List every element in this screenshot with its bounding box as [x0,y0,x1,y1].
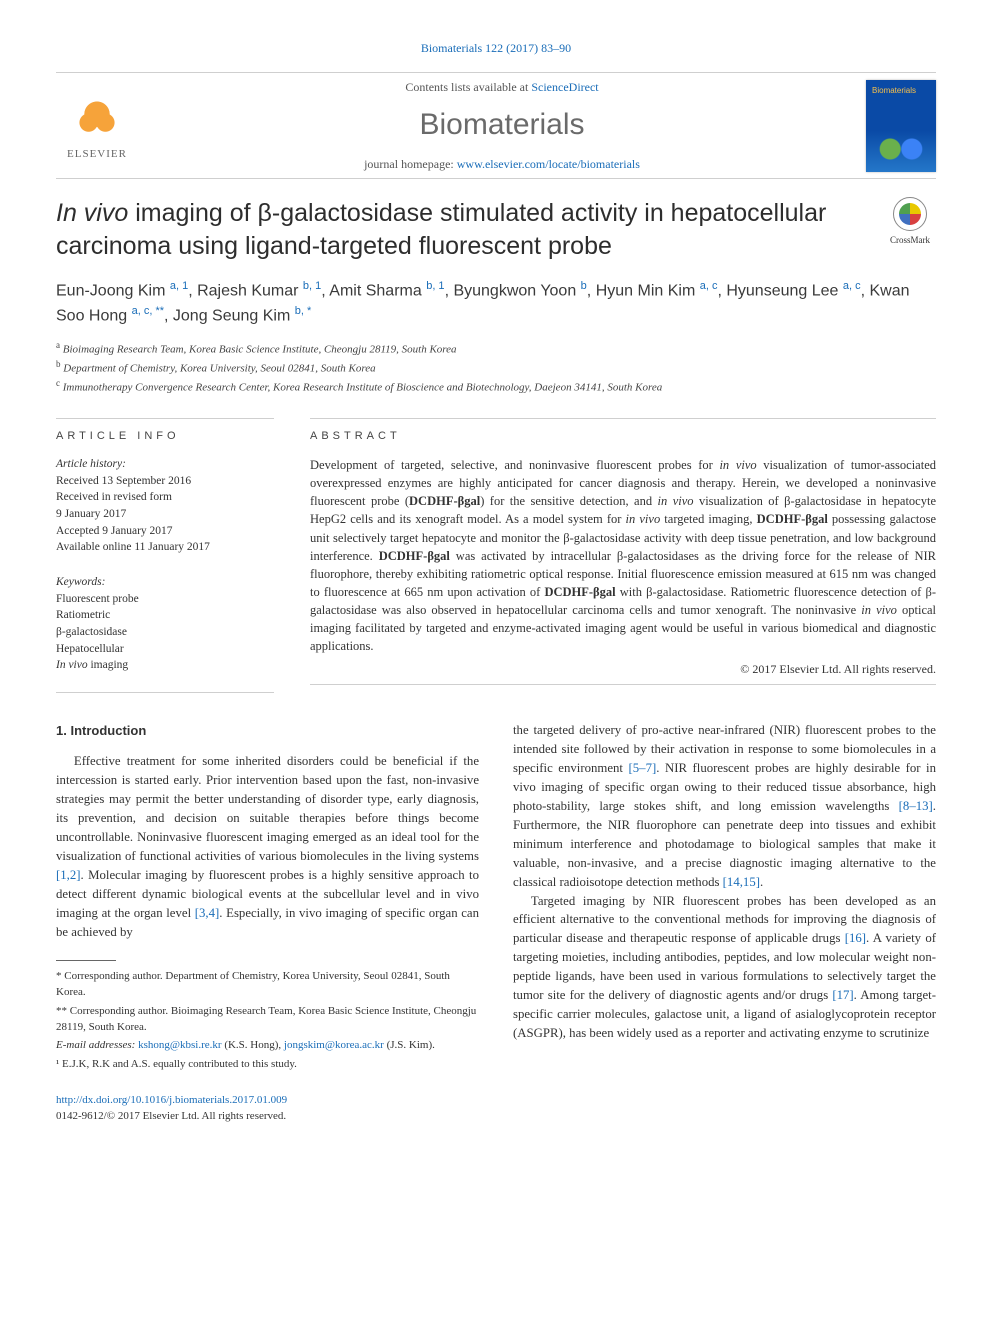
email-link[interactable]: jongskim@korea.ac.kr [284,1039,384,1051]
keyword: β-galactosidase [56,624,274,641]
elsevier-tree-icon [69,89,125,145]
homepage-line: journal homepage: www.elsevier.com/locat… [138,156,866,172]
abstract-copyright: © 2017 Elsevier Ltd. All rights reserved… [310,661,936,677]
intro-paragraph-1: Effective treatment for some inherited d… [56,752,479,941]
title-row: In vivo imaging of β-galactosidase stimu… [56,197,936,262]
keywords-label: Keywords: [56,574,274,591]
ref-link[interactable]: [3,4] [195,906,220,920]
history-line: 9 January 2017 [56,506,274,523]
journal-cover-thumbnail [866,80,936,172]
article-title: In vivo imaging of β-galactosidase stimu… [56,197,870,262]
citation-line: Biomaterials 122 (2017) 83–90 [56,40,936,56]
affiliation: c Immunotherapy Convergence Research Cen… [56,377,936,396]
keyword: Fluorescent probe [56,591,274,608]
abstract-column: ABSTRACT Development of targeted, select… [310,418,936,693]
sciencedirect-link[interactable]: ScienceDirect [531,80,598,94]
author-list: Eun-Joong Kim a, 1, Rajesh Kumar b, 1, A… [56,278,936,329]
history-line: Received in revised form [56,489,274,506]
contents-line: Contents lists available at ScienceDirec… [138,79,866,95]
keywords-block: Keywords: Fluorescent probeRatiometricβ-… [56,574,274,674]
affiliation: b Department of Chemistry, Korea Univers… [56,358,936,377]
article-history: Article history: Received 13 September 2… [56,456,274,556]
footnote-corresponding-2: ** Corresponding author. Bioimaging Rese… [56,1004,479,1036]
ref-link[interactable]: [17] [832,988,853,1002]
body-columns: 1. Introduction Effective treatment for … [56,721,936,1124]
info-divider [56,692,274,693]
body-column-right: the targeted delivery of pro-active near… [513,721,936,1124]
abstract-text: Development of targeted, selective, and … [310,456,936,655]
crossmark-icon [893,197,927,231]
ref-link[interactable]: [1,2] [56,868,81,882]
keyword: Hepatocellular [56,641,274,658]
footnotes: * Corresponding author. Department of Ch… [56,969,479,1074]
article-info-row: ARTICLE INFO Article history: Received 1… [56,418,936,693]
keyword: Ratiometric [56,607,274,624]
section-heading-intro: 1. Introduction [56,721,479,740]
crossmark-label: CrossMark [890,235,930,245]
ref-link[interactable]: [8–13] [899,799,933,813]
article-info-heading: ARTICLE INFO [56,429,274,444]
header-center: Contents lists available at ScienceDirec… [138,79,866,172]
elsevier-logo: ELSEVIER [56,89,138,162]
footnote-corresponding-1: * Corresponding author. Department of Ch… [56,969,479,1001]
ref-link[interactable]: [5–7] [629,761,657,775]
issn-copyright: 0142-9612/© 2017 Elsevier Ltd. All right… [56,1110,286,1122]
body-column-left: 1. Introduction Effective treatment for … [56,721,479,1124]
journal-header: ELSEVIER Contents lists available at Sci… [56,72,936,179]
abstract-heading: ABSTRACT [310,429,936,444]
contents-prefix: Contents lists available at [405,80,531,94]
ref-link[interactable]: [14,15] [723,875,760,889]
footnote-rule [56,960,116,961]
doi-link[interactable]: http://dx.doi.org/10.1016/j.biomaterials… [56,1094,287,1106]
history-label: Article history: [56,456,274,473]
homepage-link[interactable]: www.elsevier.com/locate/biomaterials [457,157,640,171]
crossmark-badge[interactable]: CrossMark [884,197,936,246]
footnote-equal-contrib: ¹ E.J.K, R.K and A.S. equally contribute… [56,1057,479,1073]
homepage-prefix: journal homepage: [364,157,457,171]
publisher-name: ELSEVIER [56,147,138,162]
ref-link[interactable]: [16] [845,931,866,945]
affiliations: a Bioimaging Research Team, Korea Basic … [56,339,936,396]
journal-name: Biomaterials [138,105,866,146]
history-line: Accepted 9 January 2017 [56,523,274,540]
footnote-emails: E-mail addresses: kshong@kbsi.re.kr (K.S… [56,1038,479,1054]
history-line: Available online 11 January 2017 [56,539,274,556]
abstract-divider [310,684,936,685]
intro-paragraph-2: Targeted imaging by NIR fluorescent prob… [513,892,936,1044]
affiliation: a Bioimaging Research Team, Korea Basic … [56,339,936,358]
article-info-column: ARTICLE INFO Article history: Received 1… [56,418,274,693]
keyword: In vivo imaging [56,657,274,674]
email-link[interactable]: kshong@kbsi.re.kr [138,1039,221,1051]
doi-section: http://dx.doi.org/10.1016/j.biomaterials… [56,1093,479,1124]
intro-paragraph-1-cont: the targeted delivery of pro-active near… [513,721,936,891]
history-line: Received 13 September 2016 [56,473,274,490]
